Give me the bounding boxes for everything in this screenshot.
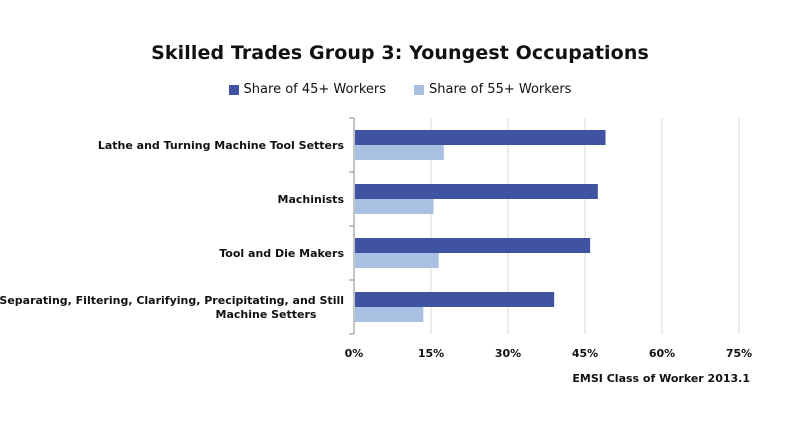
category-label-line: Machinists — [278, 193, 345, 206]
x-tick-label: 30% — [495, 347, 521, 360]
x-tick-label: 60% — [649, 347, 675, 360]
legend-label-45-plus: Share of 45+ Workers — [243, 82, 386, 97]
bar-45-plus — [355, 292, 555, 307]
chart-title: Skilled Trades Group 3: Youngest Occupat… — [151, 42, 649, 64]
bar-45-plus — [355, 130, 606, 145]
bar-55-plus — [355, 307, 424, 322]
category-label-line: Separating, Filtering, Clarifying, Preci… — [0, 294, 344, 307]
legend: Share of 45+ Workers Share of 55+ Worker… — [0, 82, 800, 97]
category-label: Machinists — [278, 193, 345, 206]
category-label: Separating, Filtering, Clarifying, Preci… — [0, 294, 344, 321]
bar-55-plus — [355, 145, 444, 160]
category-label-line: Tool and Die Makers — [219, 247, 344, 260]
legend-item-55-plus: Share of 55+ Workers — [414, 82, 571, 97]
category-label: Tool and Die Makers — [219, 247, 344, 260]
legend-label-55-plus: Share of 55+ Workers — [429, 82, 572, 97]
source-note: EMSI Class of Worker 2013.1 — [572, 372, 750, 385]
x-tick-label: 0% — [345, 347, 364, 360]
bar-45-plus — [355, 238, 591, 253]
x-tick-label: 75% — [726, 347, 752, 360]
bar-55-plus — [355, 199, 434, 214]
legend-swatch-45-plus — [228, 84, 239, 95]
legend-swatch-55-plus — [414, 84, 424, 95]
bar-45-plus — [355, 184, 598, 199]
category-label-line: Lathe and Turning Machine Tool Setters — [98, 139, 345, 152]
x-tick-label: 15% — [418, 347, 444, 360]
legend-item-45-plus: Share of 45+ Workers — [228, 82, 386, 97]
category-label-line: Machine Setters — [216, 308, 317, 321]
x-tick-label: 45% — [572, 347, 598, 360]
category-label: Lathe and Turning Machine Tool Setters — [98, 139, 345, 152]
bar-55-plus — [355, 253, 439, 268]
